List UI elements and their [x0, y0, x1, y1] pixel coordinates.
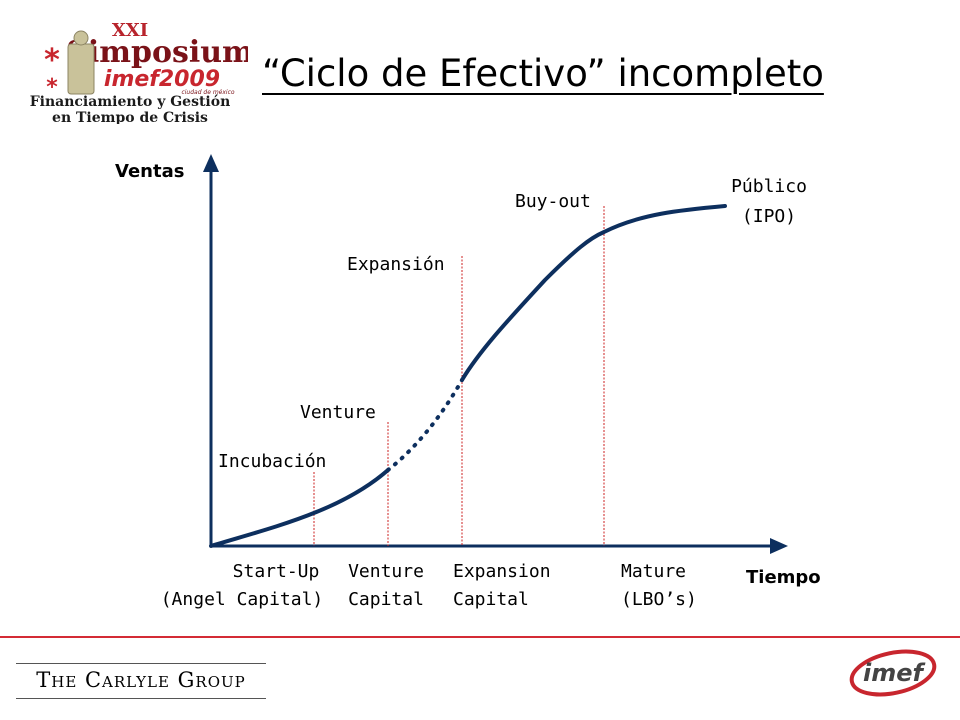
stage-label-buyout: Buy-out	[515, 191, 591, 212]
carlyle-name: The Carlyle Group	[36, 668, 246, 692]
carlyle-logo: The Carlyle Group	[16, 663, 266, 699]
logo-line2: en Tiempo de Crisis	[52, 110, 208, 124]
stage-label-expansion: Expansión	[347, 254, 445, 275]
bottom-label-venture-2: Capital	[348, 589, 424, 610]
svg-text:*: *	[46, 75, 58, 100]
bottom-label-mature-2: (LBO’s)	[621, 589, 697, 610]
slide-title: “Ciclo de Efectivo” incompleto	[262, 52, 824, 95]
imef-swoosh-icon	[849, 649, 937, 697]
logo-name: Simposium	[66, 35, 248, 70]
bottom-label-mature-1: Mature	[621, 561, 686, 582]
footer-divider	[0, 636, 960, 638]
logo-brand-year: imef2009	[104, 67, 220, 92]
carlyle-rule-top	[16, 663, 266, 664]
curve-late-segment	[460, 204, 727, 382]
bottom-label-startup-1: Start-Up	[233, 561, 320, 582]
logo-line1: Financiamiento y Gestión	[30, 94, 231, 110]
imef-logo-text: imef	[863, 659, 926, 687]
stage-label-incubacion: Incubación	[218, 451, 326, 472]
stage-label-venture: Venture	[300, 402, 376, 423]
curve-early-segment	[209, 468, 390, 548]
imef-logo: imef	[849, 649, 937, 697]
logo-figure-icon	[67, 30, 95, 95]
end-label-line2: (IPO)	[742, 206, 796, 227]
logo-edition: XXI	[112, 20, 148, 41]
svg-text:*: *	[44, 43, 60, 78]
bottom-label-expansion-1: Expansion	[453, 561, 551, 582]
y-axis-label: Ventas	[115, 161, 184, 182]
simposium-logo: XXI Simposium imef2009 ciudad de méxico …	[30, 20, 248, 124]
logo-asterisk-icon: * *	[44, 43, 60, 100]
bottom-label-expansion-2: Capital	[453, 589, 529, 610]
logo-city: ciudad de méxico	[181, 89, 234, 96]
bottom-label-venture-1: Venture	[348, 561, 424, 582]
x-axis-label: Tiempo	[746, 567, 821, 588]
end-label-line1: Público	[731, 176, 807, 197]
carlyle-rule-bottom	[16, 698, 266, 699]
bottom-label-startup-2: (Angel Capital)	[161, 589, 324, 610]
curve-gap-segment	[386, 378, 464, 472]
x-axis-arrow-icon	[770, 538, 788, 554]
y-axis-arrow-icon	[203, 154, 219, 172]
